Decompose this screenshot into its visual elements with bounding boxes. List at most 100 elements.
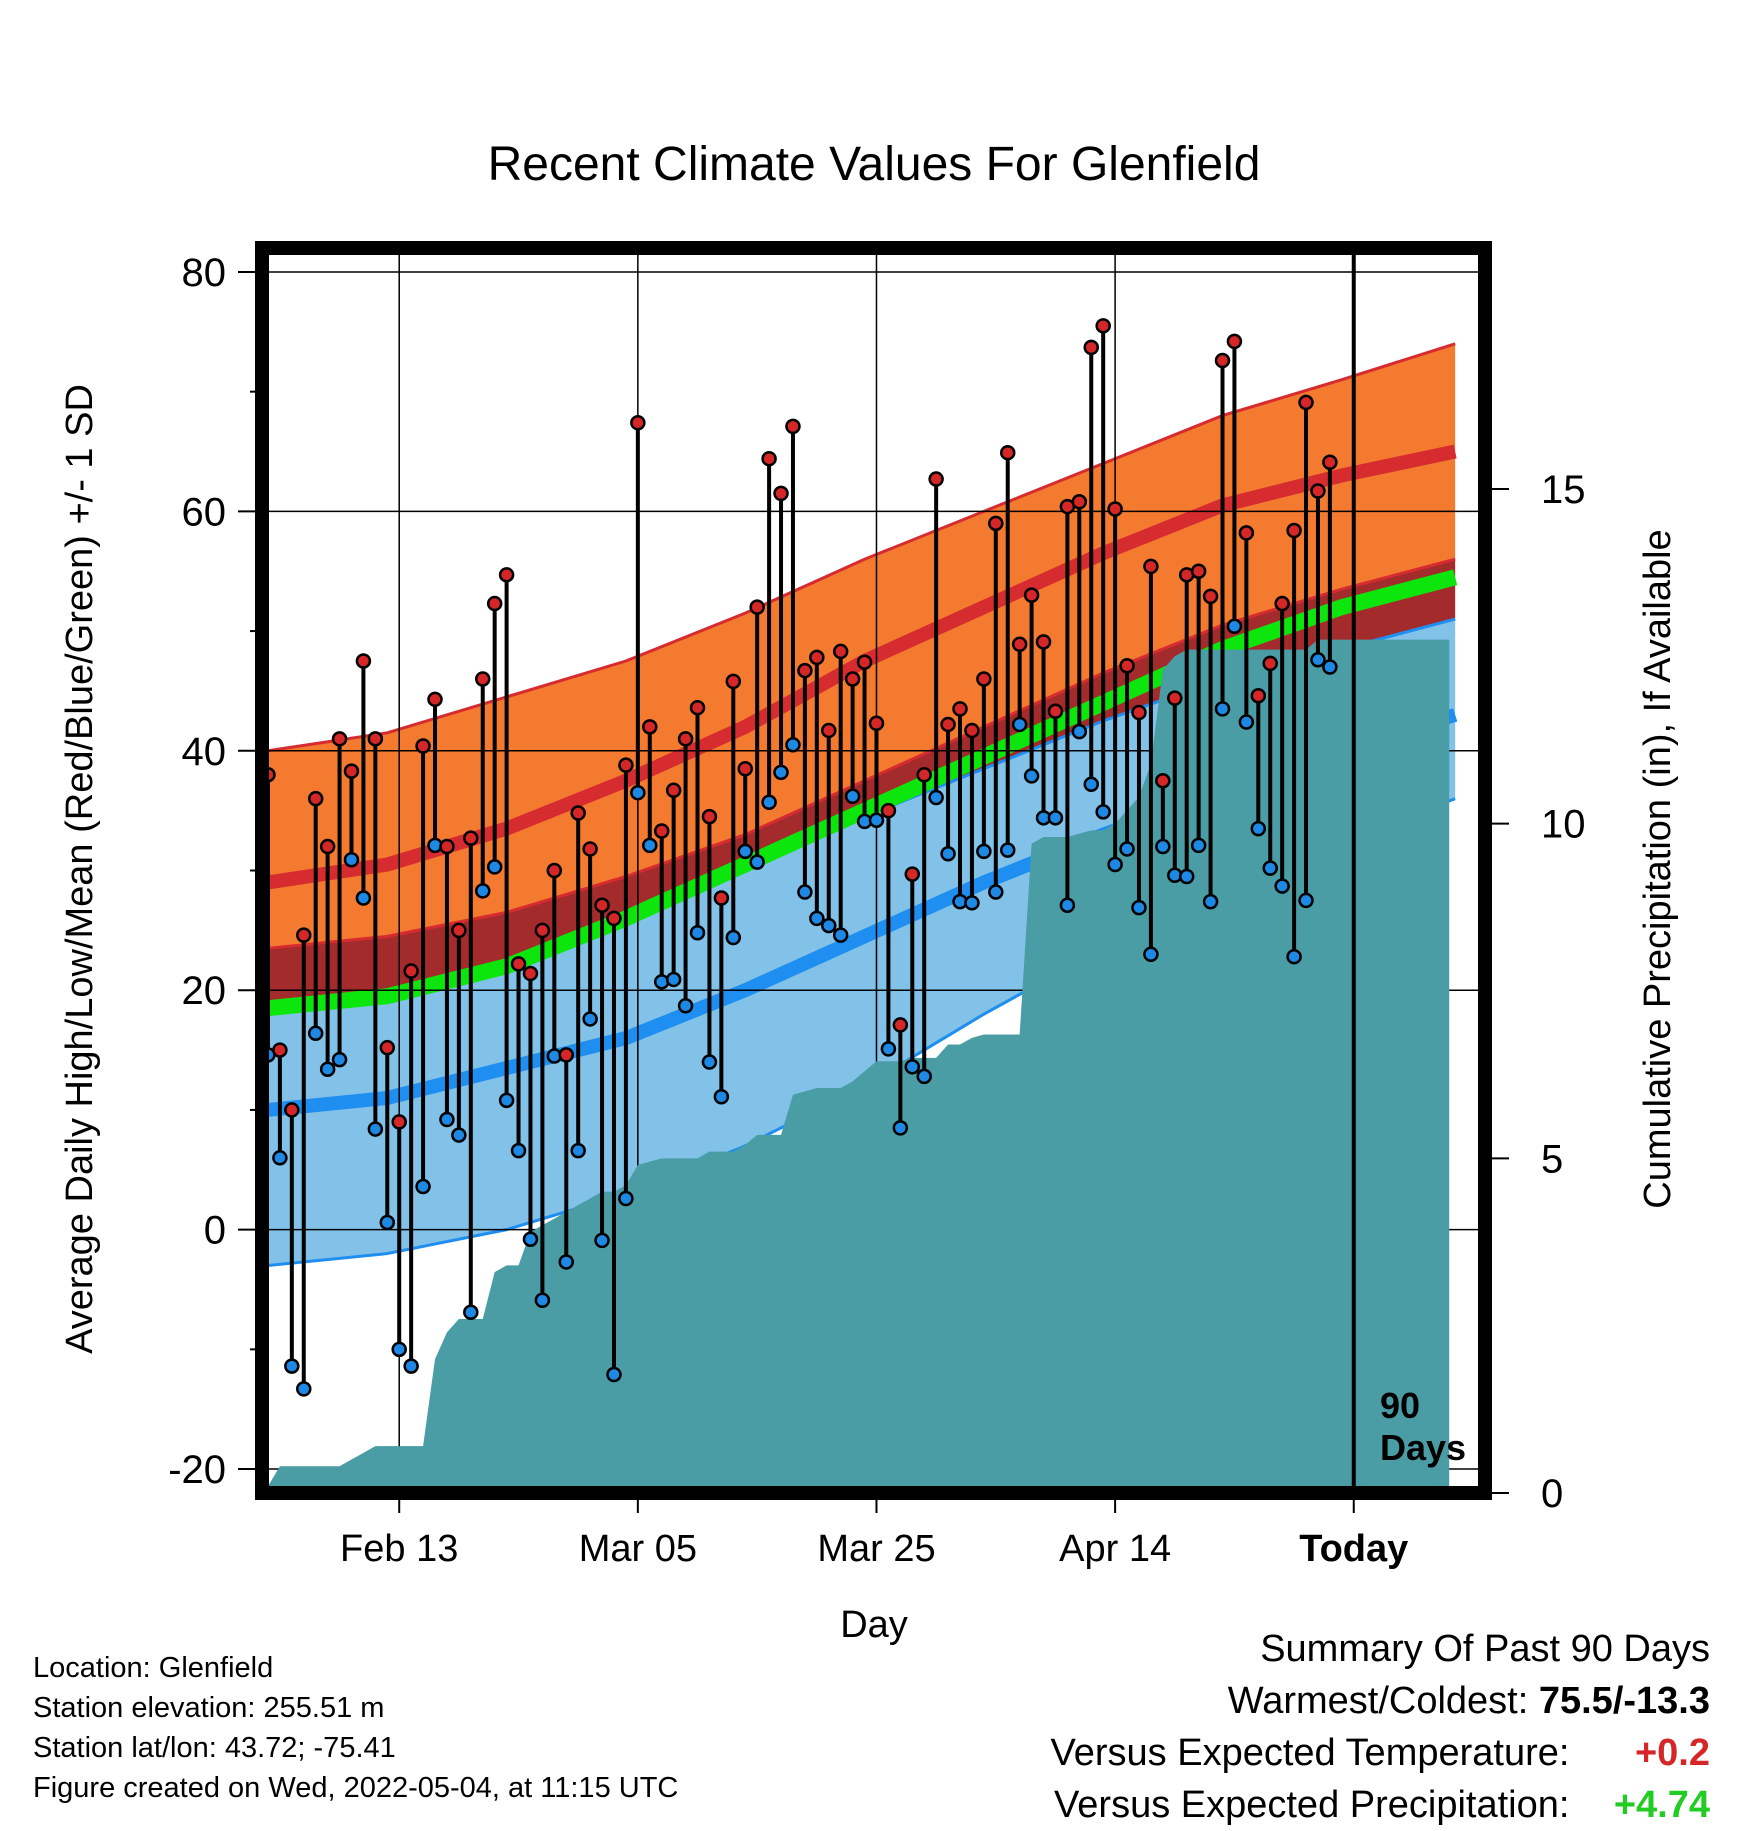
high-point xyxy=(582,841,598,857)
x-tick-label: Mar 25 xyxy=(817,1528,935,1570)
high-point xyxy=(749,599,765,615)
days-label-line1: 90 xyxy=(1380,1385,1420,1426)
high-point xyxy=(701,808,718,825)
high-point xyxy=(1298,394,1314,411)
low-point xyxy=(1262,860,1278,876)
low-point xyxy=(391,1341,407,1358)
high-point xyxy=(904,866,921,882)
low-point xyxy=(522,1231,539,1247)
low-point xyxy=(689,925,706,941)
y-tick-label: 60 xyxy=(182,490,227,534)
low-point xyxy=(1107,856,1123,873)
low-point xyxy=(558,1254,575,1270)
y2-tick-label: 15 xyxy=(1541,468,1586,512)
high-point xyxy=(570,805,586,821)
precip-area xyxy=(267,639,1450,1493)
low-point xyxy=(1155,838,1171,855)
low-point xyxy=(534,1292,551,1309)
low-point xyxy=(713,1089,730,1105)
high-point xyxy=(486,595,503,612)
high-point xyxy=(1202,588,1219,605)
low-point xyxy=(1023,768,1040,784)
high-point xyxy=(988,515,1004,532)
high-point xyxy=(1071,494,1088,510)
low-point xyxy=(582,1011,598,1027)
high-point xyxy=(832,643,849,660)
high-point xyxy=(1095,318,1111,334)
high-point xyxy=(976,671,992,687)
high-point xyxy=(415,738,431,754)
precip-label: Versus Expected Precipitation: xyxy=(1054,1784,1570,1826)
y2-tick-label: 5 xyxy=(1541,1137,1563,1181)
location-text: Location: Glenfield xyxy=(33,1652,274,1684)
high-point xyxy=(1250,687,1267,704)
low-point xyxy=(892,1120,909,1136)
summary-panel: Summary Of Past 90 Days Warmest/Coldest:… xyxy=(810,1623,1710,1831)
high-point xyxy=(737,760,753,777)
low-point xyxy=(1322,659,1338,675)
x-axis-label: Day xyxy=(840,1604,908,1646)
high-point xyxy=(1011,636,1028,652)
high-point xyxy=(1226,333,1243,350)
low-point xyxy=(1143,946,1159,963)
low-point xyxy=(868,812,885,828)
high-point xyxy=(439,838,455,855)
high-point xyxy=(510,956,527,972)
low-point xyxy=(451,1127,467,1143)
high-point xyxy=(618,757,634,773)
high-point xyxy=(534,922,551,939)
low-point xyxy=(355,890,372,906)
low-point xyxy=(296,1381,312,1397)
precip-value: +4.74 xyxy=(1613,1784,1710,1826)
high-point xyxy=(307,790,324,807)
low-point xyxy=(964,895,980,911)
low-point xyxy=(403,1358,419,1374)
low-point xyxy=(701,1054,718,1070)
low-point xyxy=(618,1190,634,1207)
high-point xyxy=(713,890,730,906)
high-point xyxy=(689,699,706,716)
low-point xyxy=(1202,893,1219,910)
high-point xyxy=(367,731,384,747)
high-point xyxy=(1167,690,1183,706)
high-point xyxy=(463,830,479,846)
low-point xyxy=(1286,948,1302,965)
low-point xyxy=(1178,868,1195,885)
high-point xyxy=(296,927,312,943)
low-point xyxy=(1238,714,1255,730)
low-point xyxy=(642,837,658,854)
high-point xyxy=(821,722,837,739)
high-point xyxy=(1190,563,1207,579)
y2-tick-label: 10 xyxy=(1541,803,1586,847)
low-point xyxy=(1131,899,1147,916)
high-point xyxy=(1035,634,1052,650)
days-label-line2: Days xyxy=(1380,1427,1466,1468)
high-point xyxy=(940,716,956,733)
high-point xyxy=(1143,558,1159,575)
high-point xyxy=(844,671,861,687)
station-info: Location: Glenfield Station elevation: 2… xyxy=(33,1648,678,1808)
low-point xyxy=(594,1232,610,1249)
low-point xyxy=(606,1366,622,1383)
high-point xyxy=(892,1017,909,1033)
low-point xyxy=(665,971,682,988)
high-point xyxy=(498,567,515,583)
warm-cold-value: 75.5/-13.3 xyxy=(1538,1680,1710,1722)
axes: -20 0 20 40 60 80 0 5 10 15 Feb 13 Mar 05 Mar 25 Apr … xyxy=(168,241,1586,1570)
low-point xyxy=(463,1304,479,1320)
low-point xyxy=(570,1142,586,1159)
high-point xyxy=(642,719,658,735)
low-point xyxy=(319,1061,336,1077)
high-point xyxy=(474,671,491,687)
low-point xyxy=(379,1214,396,1231)
temp-row: Versus Expected Temperature: +0.2 xyxy=(810,1727,1710,1779)
high-point xyxy=(785,418,801,435)
high-point xyxy=(546,862,563,879)
low-point xyxy=(749,854,765,870)
low-point xyxy=(630,784,646,801)
low-point xyxy=(797,884,813,900)
precip-row: Versus Expected Precipitation: +4.74 xyxy=(810,1779,1710,1831)
low-point xyxy=(928,789,944,806)
high-point xyxy=(522,965,539,982)
low-point xyxy=(1190,837,1207,854)
